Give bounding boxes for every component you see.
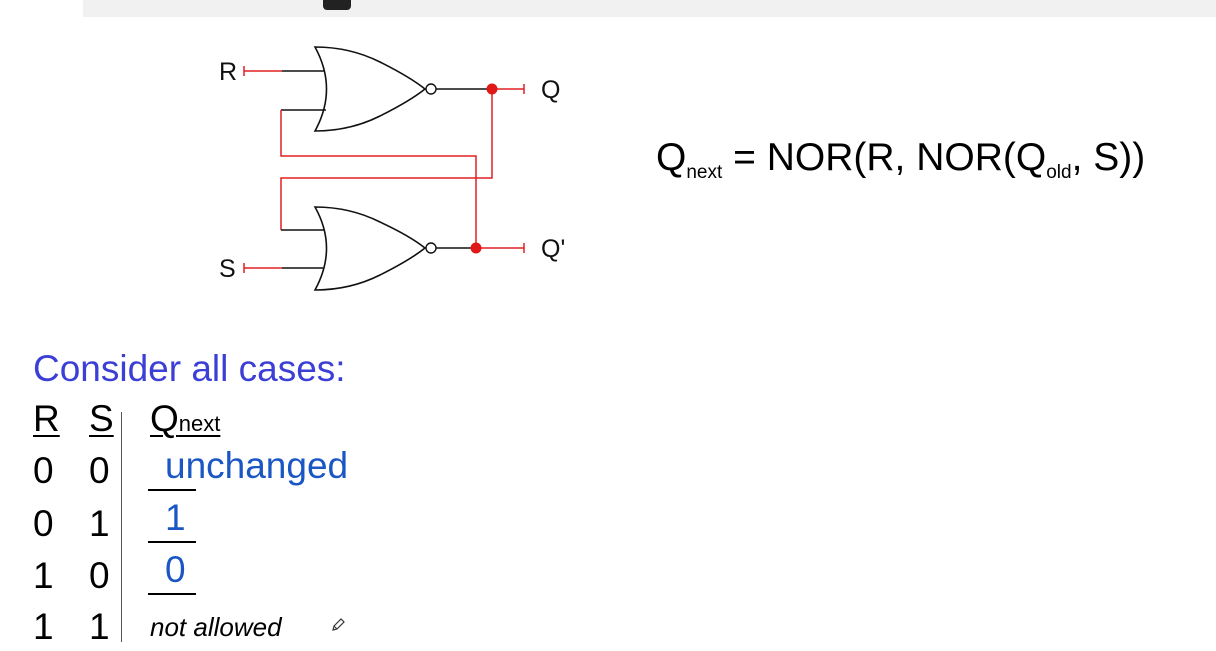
row-s-cell: 0 bbox=[89, 450, 110, 491]
col-header-r: R bbox=[33, 398, 60, 439]
row-r-cell: 1 bbox=[33, 555, 54, 596]
row-s-cell: 1 bbox=[89, 503, 110, 544]
input-r-label: R bbox=[219, 58, 237, 86]
output-q-label: Q bbox=[541, 76, 560, 104]
eq-tail: , S)) bbox=[1071, 136, 1146, 179]
answer-blank-line bbox=[148, 593, 196, 595]
eq-q-base: Q bbox=[656, 136, 687, 179]
row-q-next-value: 1 bbox=[165, 497, 186, 538]
nor-gate-top bbox=[313, 46, 427, 132]
row-s-cell: 1 bbox=[89, 606, 110, 647]
answer-blank-line bbox=[148, 489, 196, 491]
nor-bottom-bubble bbox=[425, 242, 437, 254]
consider-heading: Consider all cases: bbox=[33, 348, 346, 389]
row-r-cell: 0 bbox=[33, 450, 54, 491]
row-q-next-value: 0 bbox=[165, 549, 186, 590]
input-s-label: S bbox=[219, 255, 236, 283]
q-next-equation: Qnext = NOR(R, NOR(Qold, S)) bbox=[656, 136, 1146, 183]
nor-gate-bottom bbox=[313, 206, 427, 291]
eq-q-old-sub: old bbox=[1046, 162, 1072, 183]
col-header-s: S bbox=[89, 398, 114, 439]
output-q-bar-label: Q' bbox=[541, 235, 565, 263]
sr-latch-diagram: R Q Q' S bbox=[219, 46, 565, 291]
title-glyph-fragment bbox=[323, 0, 351, 10]
row-s-cell: 0 bbox=[89, 555, 110, 596]
q-bar-junction-node bbox=[470, 242, 482, 254]
col-header-q-sub: next bbox=[178, 411, 221, 436]
row-q-next-value: unchanged bbox=[165, 445, 349, 486]
answer-blank-line bbox=[148, 541, 196, 543]
row-r-cell: 0 bbox=[33, 503, 54, 544]
q-feedback-wire bbox=[280, 89, 493, 230]
table-divider bbox=[121, 412, 122, 642]
eq-q-sub: next bbox=[686, 162, 723, 183]
top-title-strip bbox=[83, 0, 1216, 17]
q-bar-feedback-wire bbox=[280, 110, 477, 248]
eq-mid: = NOR(R, NOR( bbox=[722, 136, 1016, 179]
pencil-icon bbox=[332, 618, 345, 631]
eq-q-old-base: Q bbox=[1015, 136, 1047, 179]
col-header-q-base: Q bbox=[150, 398, 179, 439]
row-r-cell: 1 bbox=[33, 606, 54, 647]
q-junction-node bbox=[486, 83, 498, 95]
col-header-q-next: Qnext bbox=[150, 398, 220, 440]
nor-top-bubble bbox=[425, 83, 437, 95]
row-q-next-value: not allowed bbox=[150, 612, 282, 642]
